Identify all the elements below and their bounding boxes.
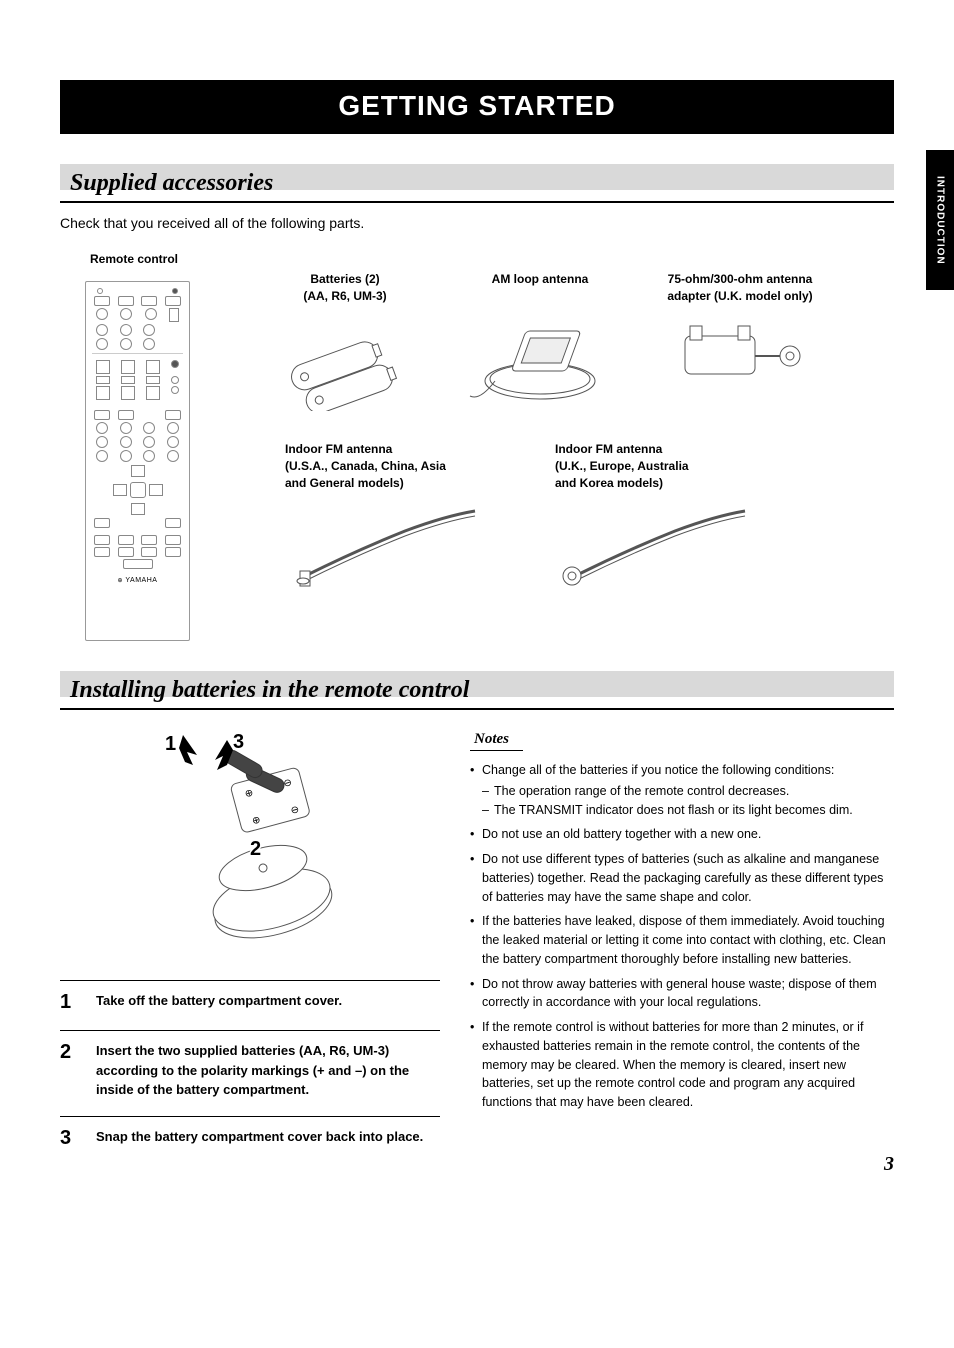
remote-brand: ⊕ YAMAHA <box>86 577 189 584</box>
batteries-illustration <box>260 316 420 411</box>
step-item: 1 Take off the battery compartment cover… <box>60 980 440 1030</box>
left-column: ⊕ ⊖ ⊖ ⊕ <box>60 730 440 1166</box>
section-heading-accessories: Supplied accessories <box>60 164 894 203</box>
main-title: GETTING STARTED <box>60 80 894 134</box>
note-item: Do not throw away batteries with general… <box>470 975 894 1013</box>
label-fm2: Indoor FM antenna (U.K., Europe, Austral… <box>555 441 765 491</box>
diagram-label-2: 2 <box>250 838 261 860</box>
label-adapter: 75-ohm/300-ohm antenna adapter (U.K. mod… <box>630 271 850 305</box>
steps-list: 1 Take off the battery compartment cover… <box>60 980 440 1166</box>
note-item: If the remote control is without batteri… <box>470 1018 894 1112</box>
intro-text: Check that you received all of the follo… <box>60 215 894 231</box>
accessories-area: Remote control <box>60 251 894 671</box>
step-item: 2 Insert the two supplied batteries (AA,… <box>60 1030 440 1116</box>
label-batteries: Batteries (2) (AA, R6, UM-3) <box>260 271 430 305</box>
label-remote: Remote control <box>90 251 178 268</box>
note-subitem: The operation range of the remote contro… <box>482 782 894 801</box>
am-loop-illustration <box>460 306 620 406</box>
battery-diagram: ⊕ ⊖ ⊖ ⊕ <box>135 730 365 950</box>
page-content: GETTING STARTED Supplied accessories Che… <box>0 0 954 1206</box>
adapter-illustration <box>665 316 815 386</box>
note-item: Do not use an old battery together with … <box>470 825 894 844</box>
step-text: Snap the battery compartment cover back … <box>96 1127 440 1150</box>
step-text: Insert the two supplied batteries (AA, R… <box>96 1041 440 1100</box>
note-item: Change all of the batteries if you notic… <box>470 761 894 819</box>
label-fm1: Indoor FM antenna (U.S.A., Canada, China… <box>285 441 495 491</box>
section-heading-batteries: Installing batteries in the remote contr… <box>60 671 894 710</box>
fm1-illustration <box>295 501 495 591</box>
two-column-layout: ⊕ ⊖ ⊖ ⊕ <box>60 730 894 1166</box>
step-number: 2 <box>60 1041 80 1100</box>
diagram-label-1: 1 <box>165 733 176 755</box>
right-column: Notes Change all of the batteries if you… <box>470 730 894 1166</box>
page-number: 3 <box>884 1153 894 1176</box>
step-text: Take off the battery compartment cover. <box>96 991 440 1014</box>
diagram-label-3: 3 <box>233 731 244 753</box>
step-number: 1 <box>60 991 80 1014</box>
label-am-loop: AM loop antenna <box>460 271 620 288</box>
note-subitem: The TRANSMIT indicator does not flash or… <box>482 801 894 820</box>
remote-illustration: ⊕ YAMAHA <box>85 281 190 641</box>
step-number: 3 <box>60 1127 80 1150</box>
note-item: Do not use different types of batteries … <box>470 850 894 906</box>
notes-heading: Notes <box>470 731 523 751</box>
notes-list: Change all of the batteries if you notic… <box>470 761 894 1112</box>
note-item: If the batteries have leaked, dispose of… <box>470 912 894 968</box>
fm2-illustration <box>560 501 760 591</box>
step-item: 3 Snap the battery compartment cover bac… <box>60 1116 440 1166</box>
